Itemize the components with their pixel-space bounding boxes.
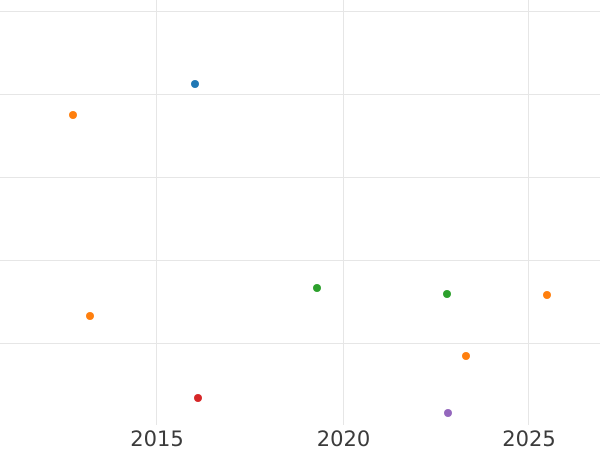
h-gridline [0, 10, 600, 12]
h-gridline [0, 93, 600, 95]
x-tick-label-2015: 2015 [130, 427, 184, 450]
scatter-point-orange [86, 312, 94, 320]
scatter-point-purple [444, 409, 452, 417]
v-gridline [342, 0, 344, 425]
scatter-point-green [443, 290, 451, 298]
scatter-point-orange [462, 352, 470, 360]
h-gridline [0, 259, 600, 261]
v-gridline [528, 0, 530, 425]
scatter-point-red [194, 394, 202, 402]
v-gridline [156, 0, 158, 425]
h-gridline [0, 342, 600, 344]
x-tick-label-2020: 2020 [316, 427, 371, 450]
scatter-point-blue [191, 80, 199, 88]
x-tick-label-2025: 2025 [502, 427, 556, 450]
scatter-point-orange [543, 291, 551, 299]
h-gridline [0, 176, 600, 178]
scatter-point-orange [69, 111, 77, 119]
scatter-point-green [313, 284, 321, 292]
